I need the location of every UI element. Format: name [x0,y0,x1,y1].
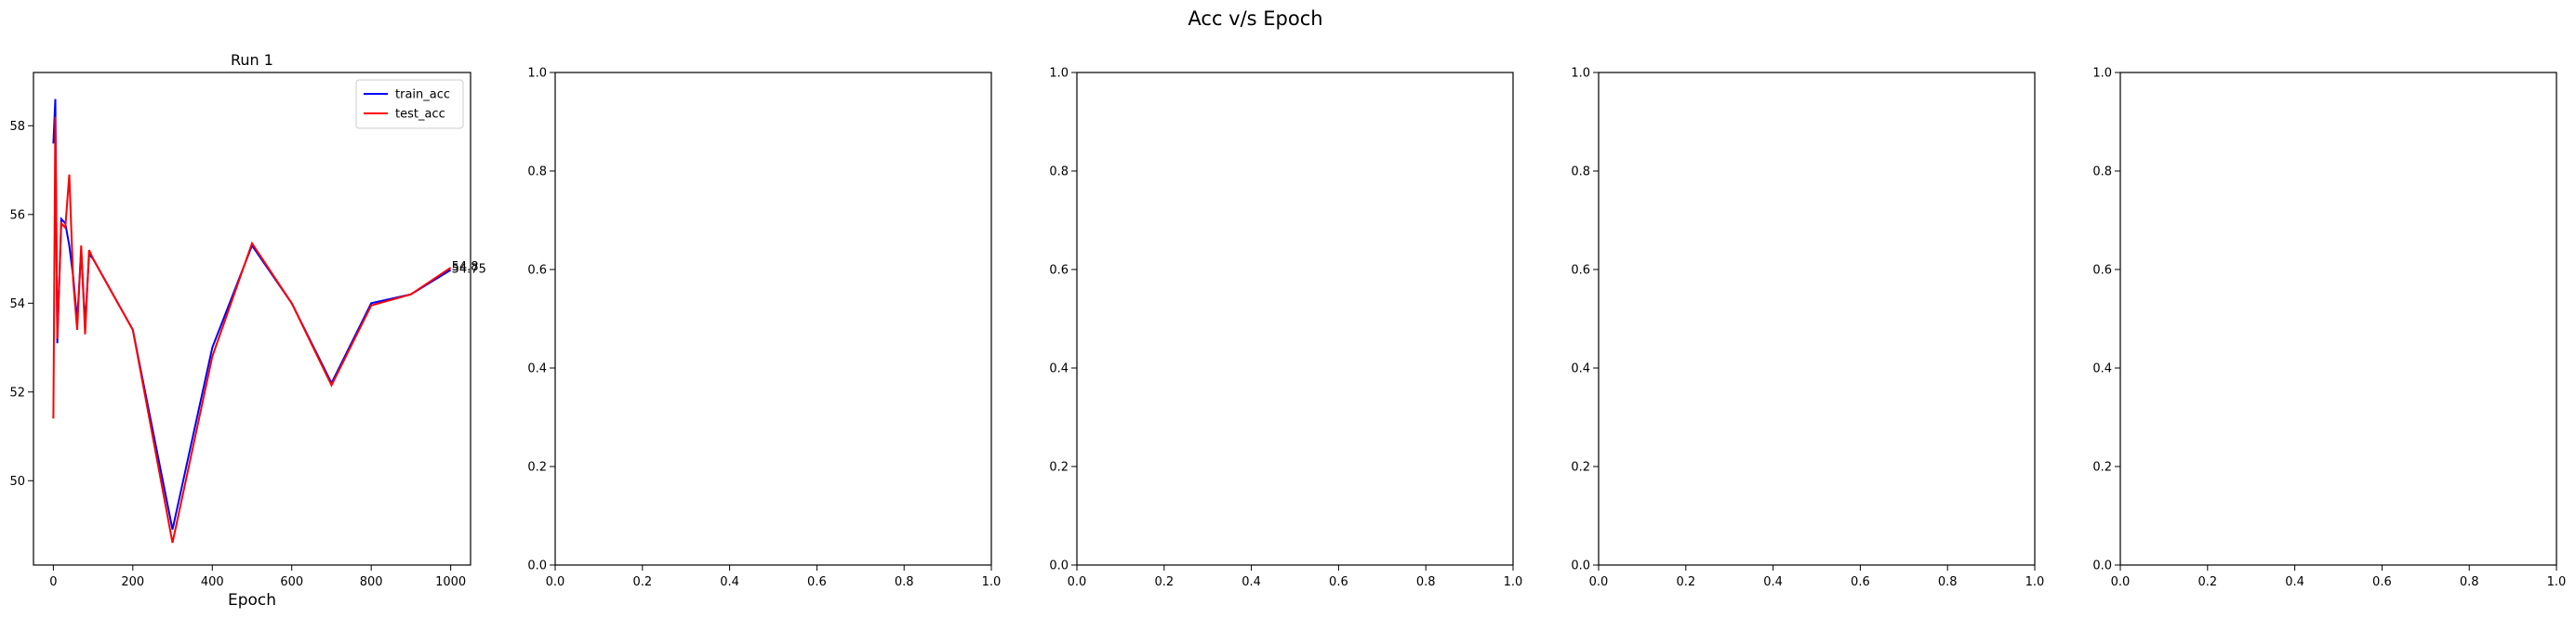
x-tick-label: 0.6 [1851,575,1870,589]
x-tick-label: 0.0 [546,575,565,589]
legend: train_acc test_acc [355,79,464,129]
x-tick-label: 0.2 [2198,575,2217,589]
y-tick-label: 0.0 [527,559,547,573]
y-tick-label: 50 [9,475,25,489]
x-tick-label: 0.6 [1329,575,1348,589]
y-tick-label: 0.6 [1049,264,1069,278]
y-tick-label: 1.0 [2092,67,2112,81]
x-tick-label: 0.2 [1676,575,1695,589]
y-tick-label: 0.8 [1571,165,1590,179]
axes-frame [554,72,992,566]
x-tick-label: 0.8 [2460,575,2479,589]
legend-box [355,79,464,129]
y-tick-label: 0.2 [2092,461,2112,475]
y-tick-label: 58 [9,120,25,134]
axes-frame [1598,72,2036,566]
y-tick-label: 54 [9,297,25,311]
axes-frame [1076,72,1514,566]
y-tick-label: 0.8 [2092,165,2112,179]
legend-label-test_acc: test_acc [395,108,445,122]
x-tick-label: 0.2 [632,575,652,589]
y-tick-label: 0.8 [527,165,547,179]
x-tick-label: 0.8 [1416,575,1436,589]
subplot-panels: 0 200 400 600 800 1000 50 52 54 56 58 Run 1 Epoch 54.… [9,51,2566,610]
x-tick-label: 0.2 [1154,575,1174,589]
y-tick-label: 0.0 [1571,559,1590,573]
y-tick-label: 0.4 [1571,362,1590,376]
y-tick-label: 0.6 [2092,264,2112,278]
y-tick-label: 0.4 [527,362,547,376]
subplot-1: 0 200 400 600 800 1000 50 52 54 56 58 Run 1 Epoch 54.… [9,51,485,610]
subplot-title: Run 1 [231,51,273,69]
y-tick-label: 0.0 [2092,559,2112,573]
x-tick-label: 1000 [435,575,466,589]
subplot-2: 0.0 0.2 0.4 0.6 0.8 1.0 0.0 0.2 0.4 0.6 0.8 1.0 [527,67,1001,590]
y-tick-label: 0.0 [1049,559,1069,573]
y-tick-label: 0.2 [1049,461,1069,475]
x-tick-label: 0.4 [1763,575,1783,589]
x-tick-label: 400 [201,575,224,589]
y-tick-label: 0.6 [1571,264,1590,278]
series-line-test_acc [52,116,452,544]
y-tick-label: 0.2 [1571,461,1590,475]
x-tick-label: 0.8 [895,575,914,589]
x-tick-label: 0.0 [2111,575,2131,589]
subplot-3: 0.0 0.2 0.4 0.6 0.8 1.0 0.0 0.2 0.4 0.6 0.8 1.0 [1049,67,1522,590]
subplot-4: 0.0 0.2 0.4 0.6 0.8 1.0 0.0 0.2 0.4 0.6 0.8 1.0 [1571,67,2044,590]
x-tick-label: 0.0 [1589,575,1609,589]
x-tick-label: 1.0 [982,575,1002,589]
y-tick-label: 0.8 [1049,165,1069,179]
x-tick-label: 1.0 [2025,575,2045,589]
y-tick-label: 0.4 [2092,362,2112,376]
y-tick-label: 52 [9,386,25,400]
subplot-5: 0.0 0.2 0.4 0.6 0.8 1.0 0.0 0.2 0.4 0.6 0.8 1.0 [2092,67,2566,590]
figure-suptitle: Acc v/s Epoch [1188,7,1322,30]
x-axis-label: Epoch [228,591,276,610]
legend-label-train_acc: train_acc [395,88,450,102]
y-tick-label: 0.4 [1049,362,1069,376]
data-annotation: 54.75 [452,262,486,276]
axes-frame [33,72,471,566]
axes-frame [2119,72,2557,566]
y-tick-label: 0.6 [527,264,547,278]
x-tick-label: 1.0 [2547,575,2567,589]
y-tick-label: 1.0 [1571,67,1590,81]
y-tick-label: 0.2 [527,461,547,475]
y-tick-label: 56 [9,208,25,222]
y-tick-label: 1.0 [1049,67,1069,81]
x-tick-label: 0.6 [807,575,827,589]
x-tick-label: 0 [49,575,57,589]
data-annotation: 54.8 [452,260,479,274]
y-tick-label: 1.0 [527,67,547,81]
x-tick-label: 0.4 [1242,575,1261,589]
x-tick-label: 0.0 [1068,575,1087,589]
x-tick-label: 0.4 [2285,575,2304,589]
x-tick-label: 0.8 [1938,575,1958,589]
x-tick-label: 600 [280,575,303,589]
x-tick-label: 0.4 [720,575,739,589]
x-tick-label: 0.6 [2372,575,2392,589]
x-tick-label: 200 [121,575,144,589]
x-tick-label: 800 [360,575,383,589]
x-tick-label: 1.0 [1504,575,1523,589]
